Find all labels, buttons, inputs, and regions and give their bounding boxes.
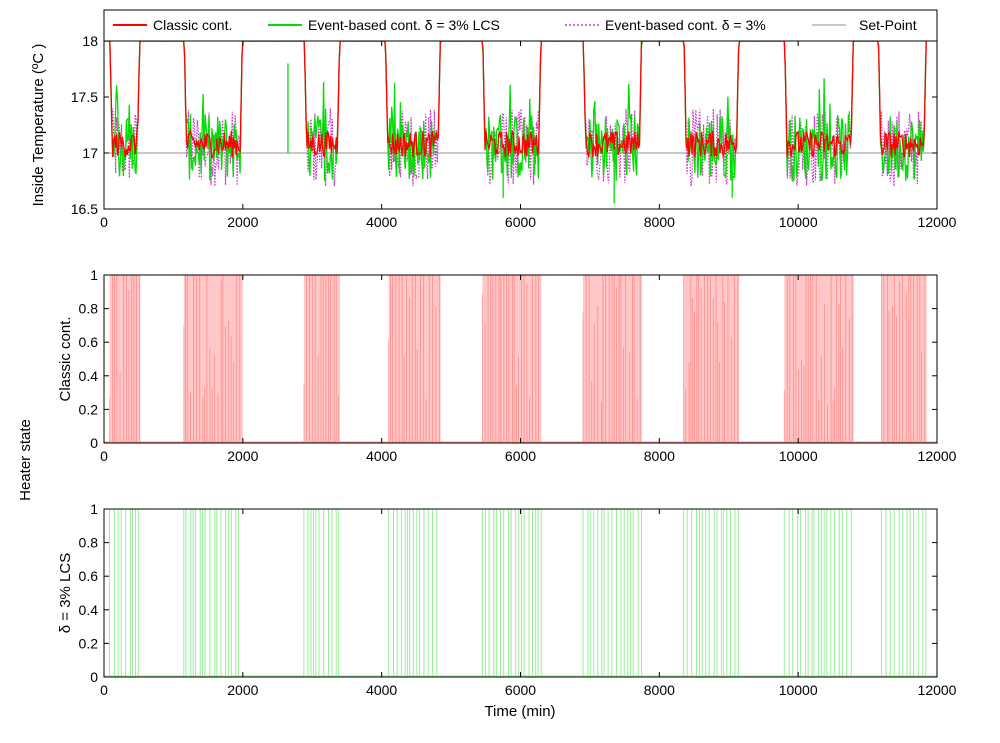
lcs-heater-bars [104, 509, 937, 677]
y-tick-label: 0.8 [79, 535, 99, 551]
temperature-plot: 0 2000 4000 6000 8000 10000 1200016.51717.518 … [30, 9, 957, 230]
x-tick-label: 6000 [505, 214, 536, 230]
y-tick-label: 1 [90, 267, 98, 283]
series-line-0 [104, 40, 927, 159]
legend: Classic cont. Event-based cont. δ = 3% L… [103, 9, 938, 42]
heater-on-window [303, 275, 341, 443]
x-tick-label: 12000 [918, 448, 957, 464]
temperature-ticks: 0 2000 4000 6000 8000 10000 12000 16.5 17 17.5 18 [71, 33, 957, 230]
heater-state-label: Heater state [17, 419, 34, 501]
y-tick-label: 16.5 [71, 201, 98, 217]
y-tick-label: 17.5 [71, 89, 98, 105]
legend-label-lcs: Event-based cont. δ = 3% LCS [308, 17, 500, 33]
heater-on-window [784, 275, 854, 443]
classic-heater-ticks: 0 2000 4000 6000 8000 10000 12000 0 0.2 0.4 0.6 0.8… [79, 267, 957, 464]
lcs-heater-y-axis-label: δ = 3% LCS [57, 553, 74, 633]
y-tick-label: 0.2 [79, 635, 99, 651]
legend-box [103, 9, 938, 42]
x-tick-label: 0 [100, 214, 108, 230]
time-x-axis-label: Time (min) [484, 703, 555, 720]
x-tick-label: 0 [100, 448, 108, 464]
classic-heater-plot: 0 2000 4000 6000 8000 10000 12000 0 0.2 0.4 0.6 0.8… [57, 267, 957, 464]
x-tick-label: 12000 [918, 682, 957, 698]
heater-on-window [582, 275, 642, 443]
heater-on-window [109, 275, 141, 443]
lcs-heater-plot: 0 2000 4000 6000 8000 10000 12000 0 0.2 0.4 0.6 0.8… [57, 501, 957, 720]
heater-on-window [683, 275, 740, 443]
y-tick-label: 18 [82, 33, 98, 49]
legend-label-classic: Classic cont. [153, 17, 232, 33]
temperature-series-group [104, 40, 937, 204]
x-tick-label: 8000 [644, 682, 675, 698]
heater-on-window [183, 275, 243, 443]
legend-label-event: Event-based cont. δ = 3% [605, 17, 766, 33]
legend-label-setpoint: Set-Point [859, 17, 917, 33]
y-tick-label: 0.2 [79, 401, 99, 417]
heater-on-window [388, 275, 441, 443]
x-tick-label: 4000 [366, 214, 397, 230]
x-tick-label: 0 [100, 682, 108, 698]
y-tick-label: 0.6 [79, 334, 99, 350]
heater-on-window [881, 275, 927, 443]
x-tick-label: 6000 [505, 682, 536, 698]
x-tick-label: 2000 [227, 682, 258, 698]
y-tick-label: 0 [90, 435, 98, 451]
y-tick-label: 0.4 [79, 602, 99, 618]
x-tick-label: 10000 [779, 448, 818, 464]
temperature-y-axis-label: Inside Temperature (ºC ) [30, 44, 47, 207]
heater-on-window [482, 275, 542, 443]
x-tick-label: 4000 [366, 682, 397, 698]
x-tick-label: 8000 [644, 448, 675, 464]
x-tick-label: 12000 [918, 214, 957, 230]
classic-heater-y-axis-label: Classic cont. [57, 316, 74, 401]
y-tick-label: 0 [90, 669, 98, 685]
y-tick-label: 1 [90, 501, 98, 517]
x-tick-label: 10000 [779, 214, 818, 230]
y-tick-label: 17 [82, 145, 98, 161]
x-tick-label: 10000 [779, 682, 818, 698]
y-tick-label: 0.8 [79, 301, 99, 317]
y-tick-label: 0.6 [79, 568, 99, 584]
x-tick-label: 2000 [227, 448, 258, 464]
x-tick-label: 8000 [644, 214, 675, 230]
classic-heater-bars [104, 275, 937, 443]
y-tick-label: 0.4 [79, 368, 99, 384]
lcs-heater-ticks: 0 2000 4000 6000 8000 10000 12000 0 0.2 0.4 0.6 0.8… [79, 501, 957, 698]
x-tick-label: 6000 [505, 448, 536, 464]
x-tick-label: 2000 [227, 214, 258, 230]
x-tick-label: 4000 [366, 448, 397, 464]
